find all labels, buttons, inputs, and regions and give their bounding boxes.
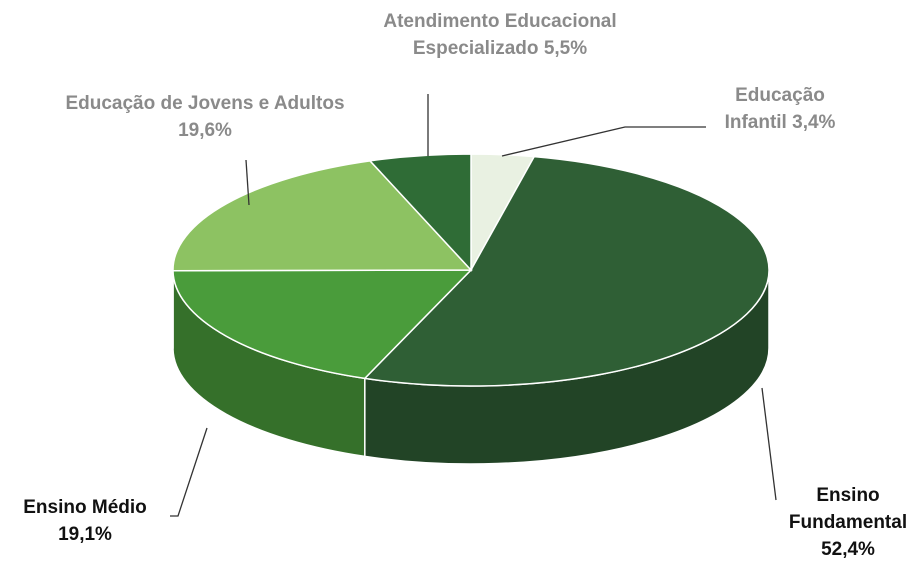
slice-label: Educação de Jovens e Adultos 19,6% xyxy=(65,90,345,144)
value-label: 3,4% xyxy=(792,112,835,133)
value-label: 5,5% xyxy=(544,38,587,59)
slice-label: Educação Infantil 3,4% xyxy=(705,82,855,136)
slice-label: Ensino Médio 19,1% xyxy=(5,494,165,548)
leader-line xyxy=(762,388,776,500)
slice-label: Atendimento Educacional Especializado 5,… xyxy=(360,8,640,62)
category-label: Ensino Fundamental xyxy=(789,485,907,533)
value-label: 19,6% xyxy=(178,120,232,141)
value-label: 19,1% xyxy=(58,524,112,545)
category-label: Educação de Jovens e Adultos xyxy=(65,93,344,114)
pie-top xyxy=(173,154,769,386)
leader-line xyxy=(170,428,207,516)
value-label: 52,4% xyxy=(821,539,875,560)
category-label: Ensino Médio xyxy=(23,497,147,518)
slice-label: Ensino Fundamental 52,4% xyxy=(778,482,918,563)
leader-line xyxy=(502,127,706,156)
